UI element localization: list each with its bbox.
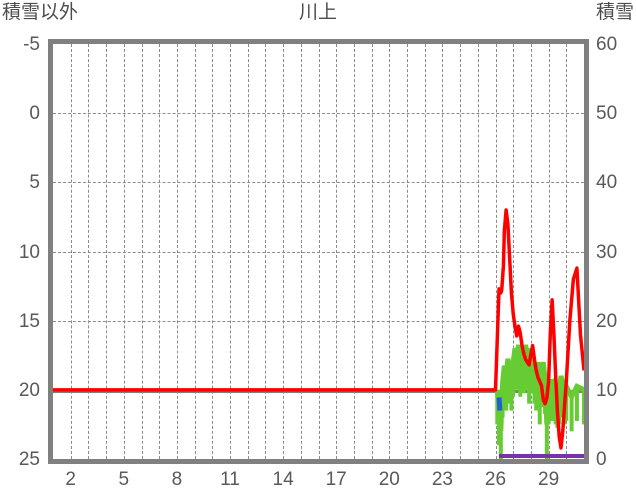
right-tick-label: 30: [596, 241, 618, 263]
x-tick-label: 20: [378, 469, 400, 490]
right-tick-label: 0: [596, 449, 607, 470]
horizontal-gridline: [53, 182, 584, 184]
purple-baseline-series: [499, 454, 584, 458]
horizontal-gridline: [53, 251, 584, 253]
plot-area: [53, 44, 584, 459]
horizontal-gridline: [53, 113, 584, 115]
right-axis-title: 積雪: [595, 1, 634, 23]
right-tick-label: 10: [596, 379, 618, 401]
left-tick-label: 10: [18, 241, 40, 263]
blue-marker-series: [496, 397, 503, 411]
right-tick-label: 40: [596, 172, 618, 194]
right-tick-label: 60: [596, 34, 618, 55]
x-tick-label: 29: [538, 469, 560, 490]
x-tick-label: 17: [325, 469, 347, 490]
x-tick-label: 23: [431, 469, 453, 490]
left-axis-title: 積雪以外: [2, 1, 79, 23]
series-layer: [53, 208, 584, 459]
x-tick-label: 11: [220, 469, 240, 490]
horizontal-gridline: [53, 320, 584, 322]
x-tick-label: 8: [171, 469, 183, 490]
left-tick-label: -5: [23, 34, 40, 55]
right-tick-label: 50: [596, 103, 618, 125]
x-tick-label: 2: [65, 469, 76, 490]
precipitation-series: [53, 208, 584, 450]
left-tick-label: 15: [18, 310, 40, 332]
x-tick-label: 26: [484, 469, 507, 490]
x-tick-label: 5: [118, 469, 130, 490]
left-tick-label: 5: [29, 172, 40, 194]
right-tick-label: 20: [596, 310, 618, 332]
left-tick-label: 25: [18, 449, 40, 470]
x-tick-label: 14: [272, 469, 294, 490]
chart-title: 川上: [298, 1, 337, 23]
left-tick-label: 20: [18, 379, 40, 401]
left-tick-label: 0: [29, 103, 40, 125]
